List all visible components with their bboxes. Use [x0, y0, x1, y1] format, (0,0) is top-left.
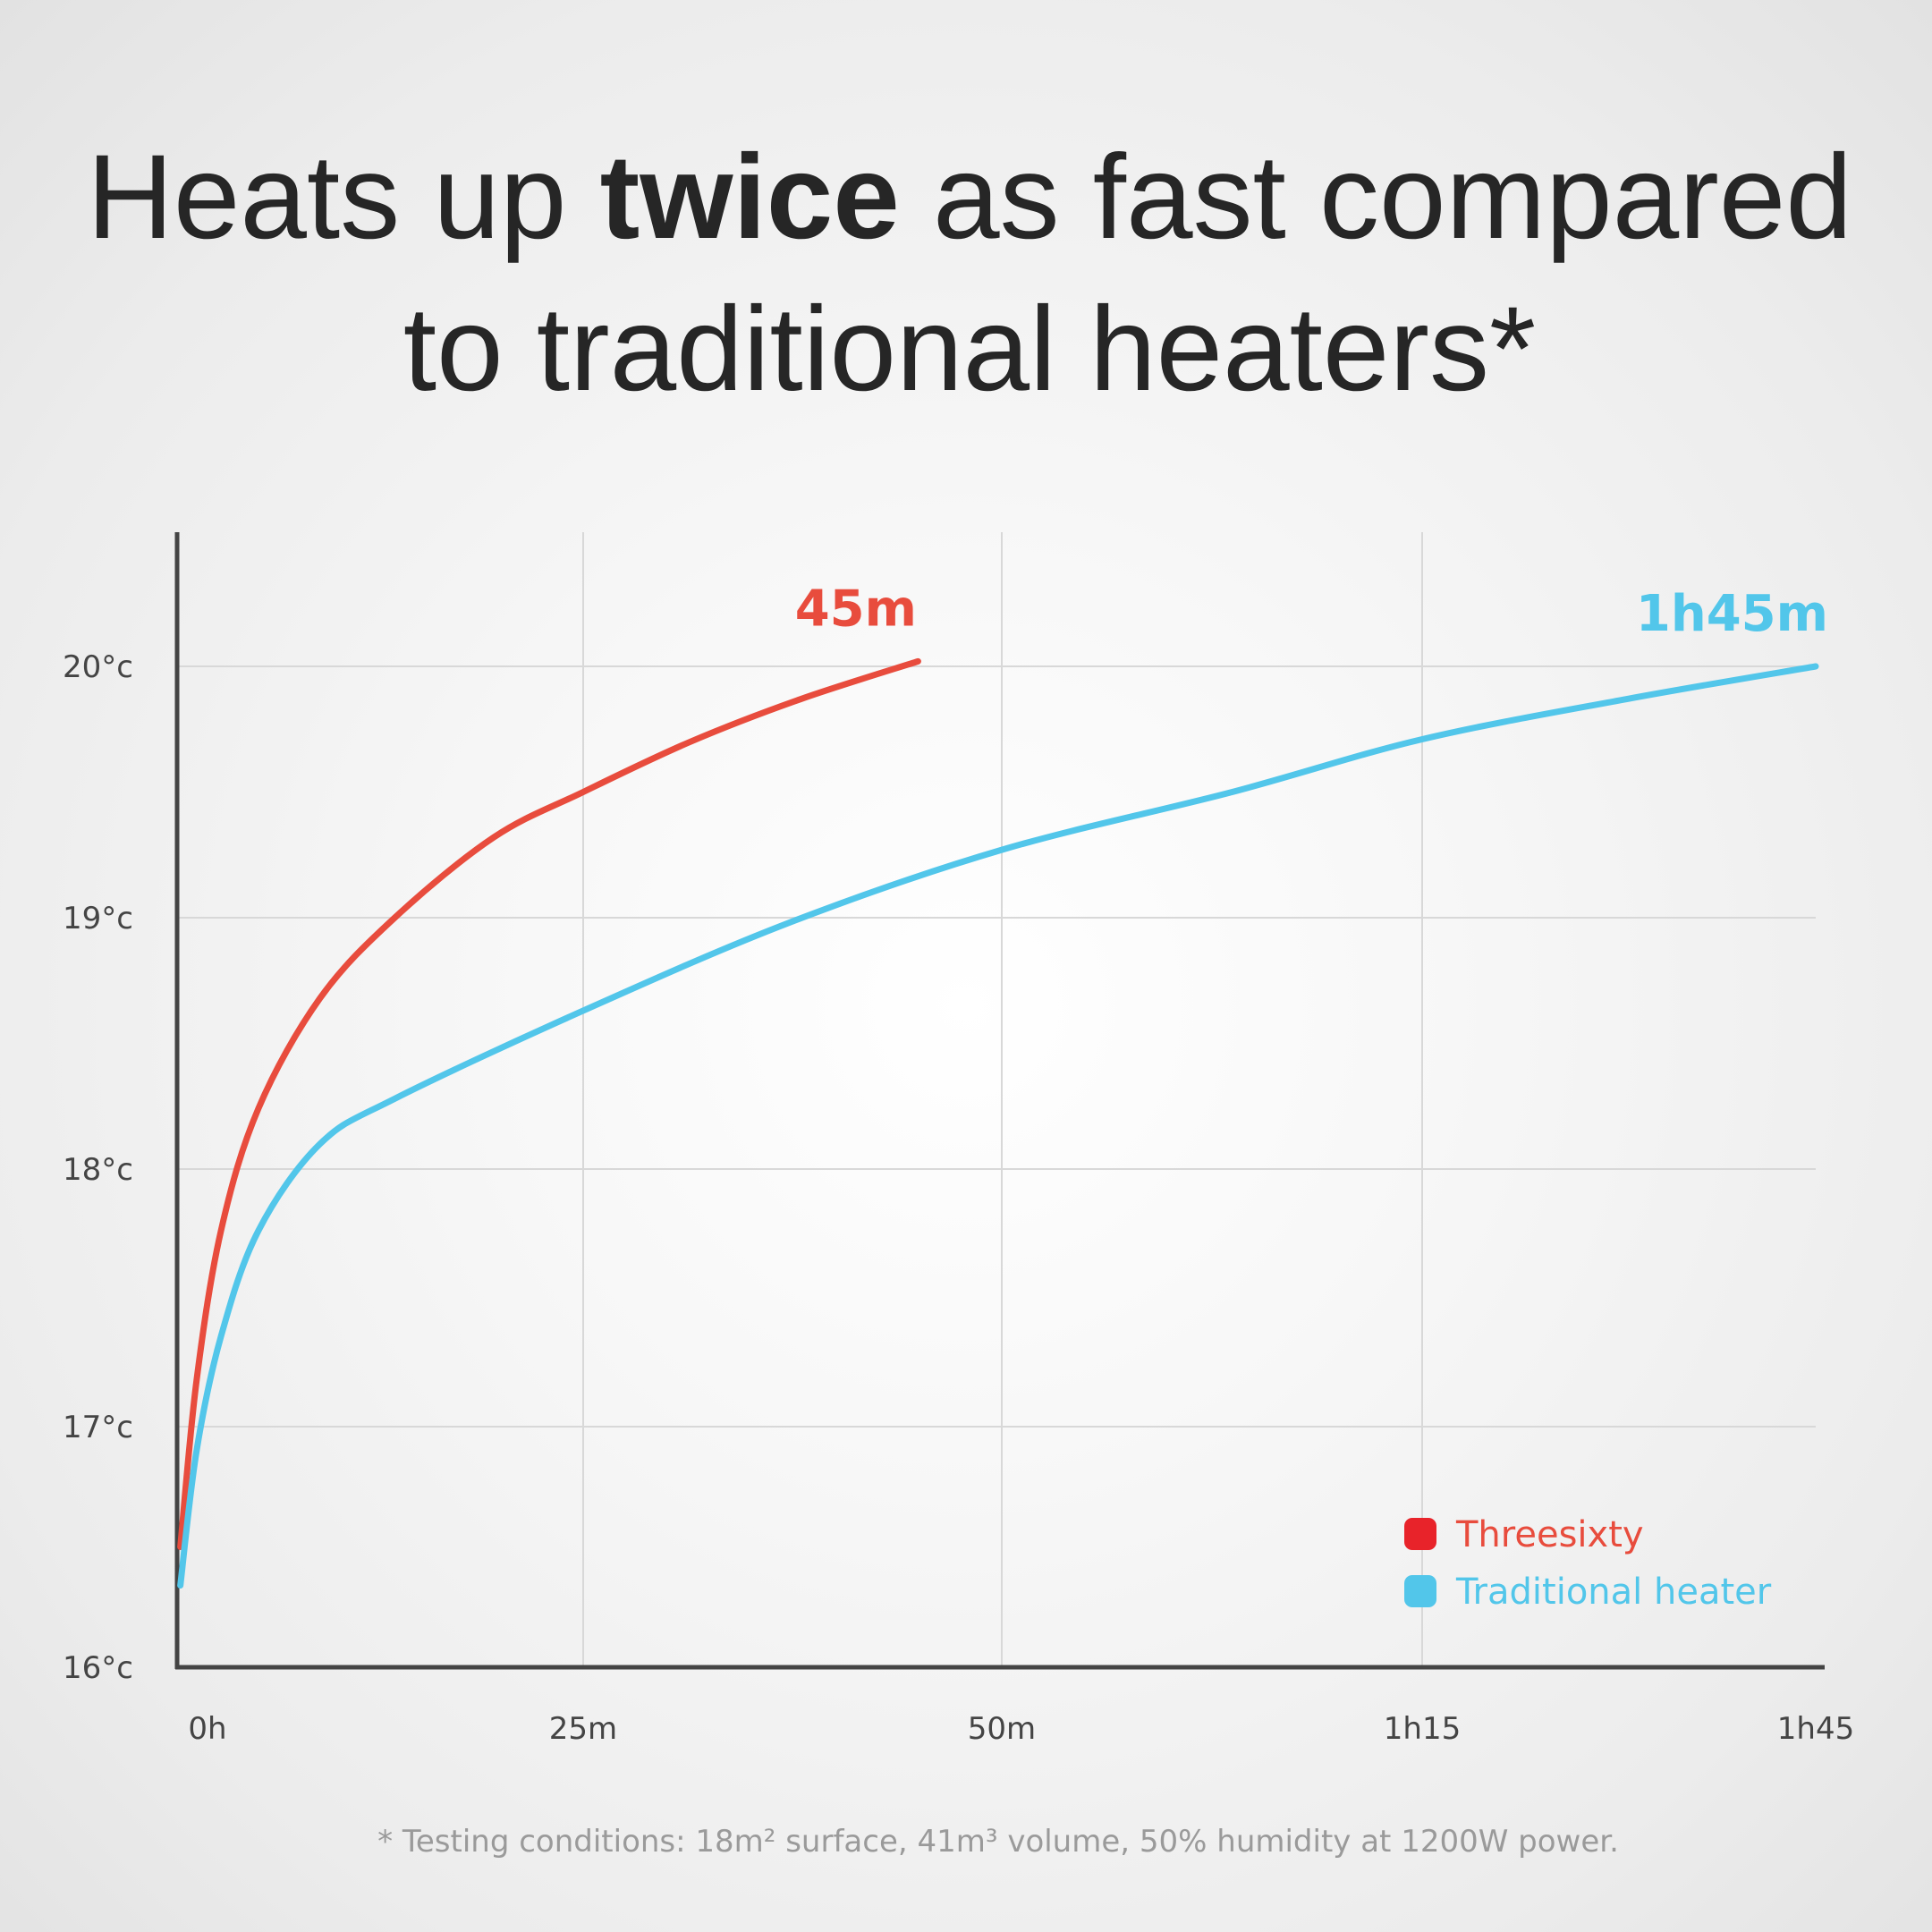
legend-label: Traditional heater [1455, 1572, 1772, 1613]
end-time-label: 45m [795, 580, 917, 638]
title-bold: twice [600, 131, 900, 264]
x-tick-label: 1h15 [1384, 1711, 1461, 1747]
y-tick-label: 18°c [63, 1152, 133, 1188]
series-lines [177, 657, 1819, 1589]
legend-label: Threesixty [1455, 1514, 1644, 1555]
x-tick-label: 0h [188, 1711, 226, 1747]
grid [177, 532, 1816, 1667]
footnote: * Testing conditions: 18m² surface, 41m³… [377, 1824, 1619, 1860]
tick-labels: 16°c 17°c 18°c 19°c 20°c 0h 25m 50m 1h15 1h45 45m 1… [63, 580, 1854, 1747]
y-tick-label: 20°c [63, 649, 133, 685]
legend: Threesixty Traditional heater [1404, 1514, 1772, 1613]
series-line-threesixty [177, 657, 921, 1550]
axes [174, 532, 1825, 1670]
chart-title-line1: Heats up twice as fast compared [87, 131, 1852, 264]
legend-swatch [1404, 1575, 1436, 1607]
y-tick-label: 16°c [63, 1650, 133, 1686]
end-time-label: 1h45m [1636, 585, 1828, 643]
y-tick-label: 17°c [63, 1410, 133, 1445]
chart-title-line2: to traditional heaters* [403, 283, 1536, 416]
x-tick-label: 1h45 [1777, 1711, 1854, 1747]
y-tick-label: 19°c [63, 901, 133, 936]
x-tick-label: 25m [549, 1711, 617, 1747]
title-part1: Heats up [87, 131, 600, 264]
title-part2: as fast compared [900, 131, 1852, 264]
x-tick-label: 50m [968, 1711, 1036, 1747]
series-line-traditional-heater [177, 663, 1819, 1589]
legend-swatch [1404, 1518, 1436, 1550]
